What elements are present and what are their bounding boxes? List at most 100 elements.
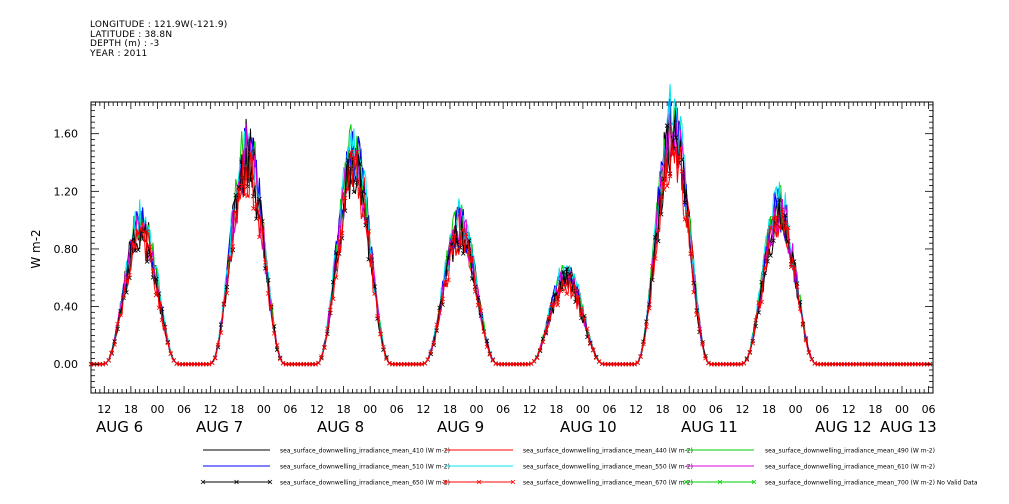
series-marker <box>127 272 132 278</box>
series-marker <box>419 361 425 367</box>
series-marker <box>641 341 646 347</box>
series-marker <box>265 291 271 296</box>
series-marker <box>165 340 171 346</box>
day-label: AUG 11 <box>681 418 738 436</box>
year-label: YEAR : 2011 <box>90 48 148 59</box>
series-marker <box>339 230 345 236</box>
series-marker <box>130 239 135 245</box>
series-marker <box>357 161 363 167</box>
series-marker <box>455 239 460 245</box>
series-marker <box>694 312 699 317</box>
series-marker <box>118 312 123 317</box>
series-line <box>91 103 932 365</box>
series-marker <box>121 293 126 299</box>
series-marker <box>644 324 649 329</box>
day-label: AUG 10 <box>560 418 617 436</box>
series-marker <box>425 357 431 362</box>
series-marker <box>463 231 469 237</box>
series-marker <box>590 347 596 353</box>
hour-tick-label: 00 <box>363 403 377 416</box>
series-marker <box>655 227 661 233</box>
series-marker <box>691 280 696 286</box>
series-line <box>91 98 932 365</box>
series-marker <box>788 264 794 270</box>
legend-label: sea_surface_downwelling_irradiance_mean_… <box>280 448 450 455</box>
series-marker <box>537 347 543 353</box>
series-marker <box>782 220 788 225</box>
series-marker <box>387 360 392 366</box>
series-marker <box>366 229 371 234</box>
series-marker <box>422 361 428 366</box>
series-marker <box>738 361 744 367</box>
series-marker <box>133 244 138 250</box>
series-marker <box>564 291 569 297</box>
series-marker <box>209 360 215 366</box>
series-marker <box>466 249 472 255</box>
y-tick-label: 0.40 <box>54 301 79 314</box>
hour-tick-label: 00 <box>257 403 271 416</box>
hour-tick-label: 00 <box>895 403 909 416</box>
series-marker <box>469 255 475 261</box>
series-marker <box>546 314 552 320</box>
series-marker <box>558 288 564 294</box>
series-marker <box>434 328 439 333</box>
hour-tick-label: 18 <box>337 403 351 416</box>
series-marker <box>647 305 652 311</box>
series-marker <box>153 292 159 298</box>
hour-tick-label: 12 <box>842 403 856 416</box>
series-marker <box>159 317 165 323</box>
day-label: AUG 8 <box>317 418 364 436</box>
series-marker <box>653 256 658 261</box>
hour-tick-label: 12 <box>204 403 218 416</box>
series-marker <box>147 252 153 258</box>
series-marker <box>768 225 773 231</box>
hour-tick-label: 18 <box>230 403 244 416</box>
series-marker <box>218 330 224 335</box>
day-label: AUG 9 <box>437 418 484 436</box>
series-marker <box>369 253 374 259</box>
series-marker <box>100 361 106 367</box>
series-marker <box>354 149 360 155</box>
legend: sea_surface_downwelling_irradiance_mean_… <box>200 448 978 487</box>
series-marker <box>472 289 478 294</box>
latitude-label: LATITUDE : 38.8N <box>90 29 173 40</box>
series-marker <box>124 277 129 282</box>
series-marker <box>762 265 767 270</box>
hour-tick-label: 12 <box>97 403 111 416</box>
series-marker <box>227 254 233 260</box>
legend-label: sea_surface_downwelling_irradiance_mean_… <box>765 480 978 487</box>
series-marker <box>570 292 575 298</box>
series-marker <box>319 354 324 359</box>
series-marker <box>236 184 242 190</box>
series-marker <box>664 123 670 128</box>
series-line <box>91 122 932 365</box>
series-marker <box>333 275 339 280</box>
series-marker <box>806 350 812 355</box>
series-marker <box>771 215 776 221</box>
series-marker <box>785 225 791 231</box>
series-marker <box>248 151 253 156</box>
series-marker <box>540 339 546 345</box>
series-marker <box>791 265 797 271</box>
series-marker <box>676 154 682 160</box>
series-marker <box>585 326 590 332</box>
series-marker <box>487 352 493 357</box>
legend-label: sea_surface_downwelling_irradiance_mean_… <box>280 464 450 471</box>
series-marker <box>322 345 327 350</box>
series-marker <box>803 337 809 343</box>
hour-tick-label: 06 <box>496 403 510 416</box>
hour-tick-label: 12 <box>735 403 749 416</box>
series-marker <box>135 232 141 237</box>
series-marker <box>138 227 144 233</box>
series-marker <box>638 354 643 359</box>
series-marker <box>458 240 463 246</box>
day-label: AUG 12 <box>815 418 872 436</box>
hour-tick-label: 18 <box>762 403 776 416</box>
series-marker <box>144 229 150 234</box>
series-marker <box>534 355 540 361</box>
series-marker <box>543 329 549 335</box>
axes-layer: 12 18 00 06 12 18 00 06 12 18 00 06 12 18 00 06 12 18 00 06… <box>54 102 937 436</box>
y-tick-label: 1.60 <box>54 128 79 141</box>
series-marker <box>774 214 779 220</box>
